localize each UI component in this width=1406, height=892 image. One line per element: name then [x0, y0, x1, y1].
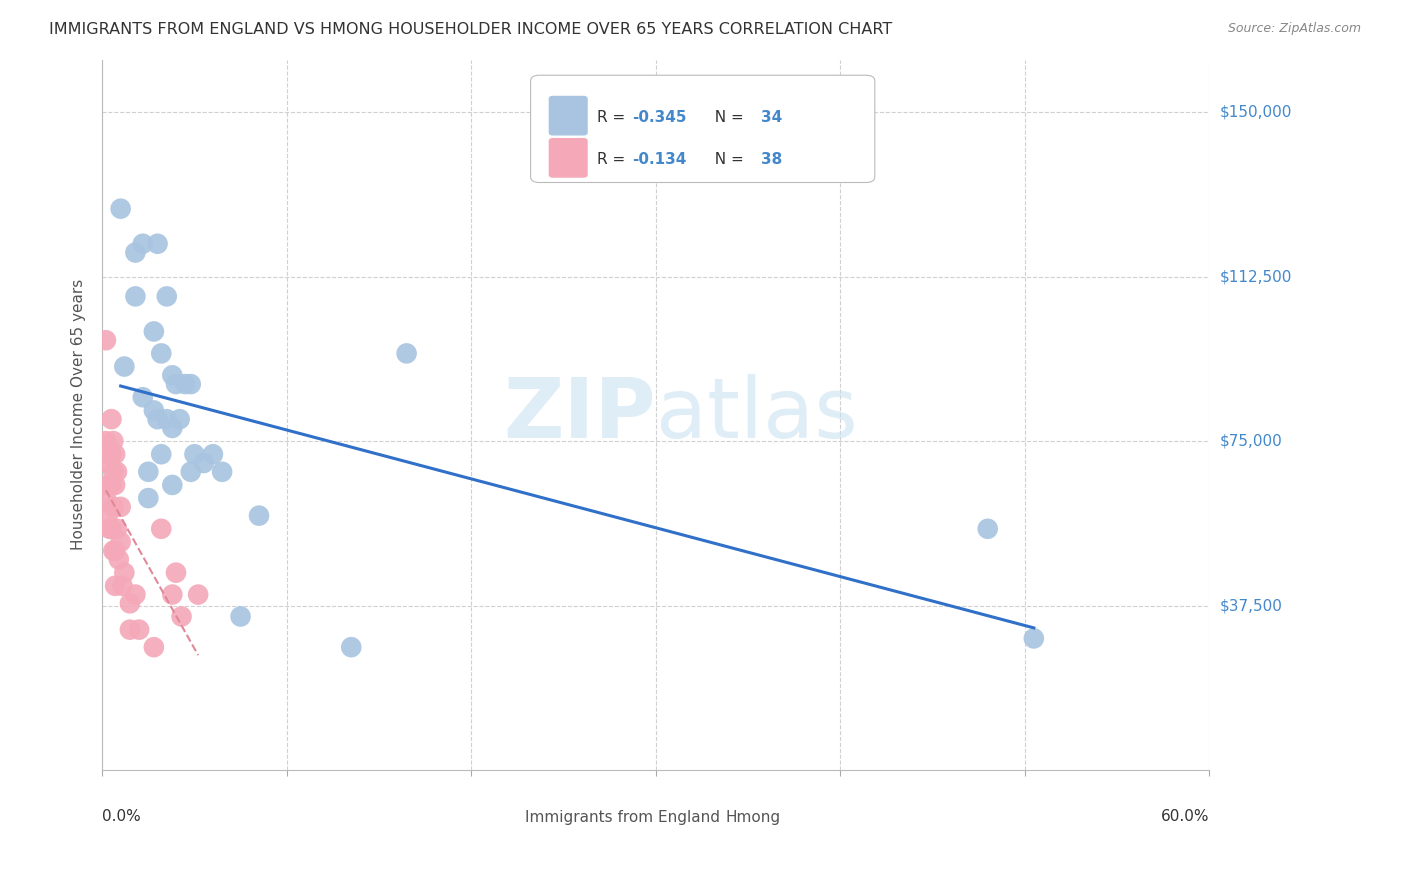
Point: [162, 588, 184, 602]
Point: [187, 588, 209, 602]
Point: [142, 640, 165, 655]
Point: [183, 447, 205, 461]
Text: 0.0%: 0.0%: [103, 809, 141, 824]
Point: [229, 609, 252, 624]
Text: IMMIGRANTS FROM ENGLAND VS HMONG HOUSEHOLDER INCOME OVER 65 YEARS CORRELATION CH: IMMIGRANTS FROM ENGLAND VS HMONG HOUSEHO…: [49, 22, 893, 37]
Point: [124, 245, 146, 260]
Text: $150,000: $150,000: [1220, 104, 1292, 120]
Point: [100, 478, 122, 492]
FancyBboxPatch shape: [550, 96, 588, 135]
Point: [104, 447, 127, 461]
Text: -0.345: -0.345: [633, 110, 688, 125]
Point: [105, 522, 128, 536]
Point: [112, 359, 135, 374]
Point: [100, 522, 122, 536]
Point: [103, 543, 125, 558]
Point: [165, 566, 187, 580]
Point: [180, 465, 202, 479]
Text: 34: 34: [761, 110, 782, 125]
FancyBboxPatch shape: [492, 804, 523, 831]
Point: [132, 236, 155, 251]
Point: [104, 579, 127, 593]
Point: [247, 508, 270, 523]
Point: [94, 333, 117, 347]
Point: [128, 623, 150, 637]
Point: [103, 434, 125, 448]
Point: [142, 325, 165, 339]
Point: [170, 609, 193, 624]
Point: [103, 465, 125, 479]
Text: $112,500: $112,500: [1220, 269, 1292, 285]
Point: [162, 368, 184, 383]
Point: [395, 346, 418, 360]
Point: [100, 447, 122, 461]
Point: [142, 403, 165, 417]
Point: [340, 640, 363, 655]
Point: [150, 522, 173, 536]
Point: [136, 465, 159, 479]
Text: Source: ZipAtlas.com: Source: ZipAtlas.com: [1227, 22, 1361, 36]
Point: [105, 465, 128, 479]
Point: [124, 588, 146, 602]
Text: R =: R =: [598, 110, 630, 125]
Point: [108, 552, 131, 566]
Point: [165, 377, 187, 392]
Point: [110, 500, 132, 514]
Point: [111, 579, 134, 593]
Point: [118, 623, 141, 637]
Point: [94, 491, 117, 505]
Point: [169, 412, 191, 426]
Point: [180, 377, 202, 392]
Point: [94, 434, 117, 448]
Point: [156, 412, 179, 426]
Point: [97, 478, 120, 492]
Point: [110, 202, 132, 216]
Point: [156, 289, 179, 303]
Text: 38: 38: [761, 152, 782, 167]
Point: [162, 421, 184, 435]
Point: [146, 412, 169, 426]
Text: N =: N =: [706, 152, 749, 167]
Point: [100, 412, 122, 426]
Point: [118, 596, 141, 610]
Point: [97, 508, 120, 523]
Point: [110, 535, 132, 549]
FancyBboxPatch shape: [550, 138, 588, 177]
Point: [98, 478, 121, 492]
Point: [98, 447, 121, 461]
Text: Immigrants from England: Immigrants from England: [524, 810, 720, 825]
Point: [174, 377, 197, 392]
Text: atlas: atlas: [655, 375, 858, 455]
Point: [103, 500, 125, 514]
Point: [98, 522, 121, 536]
Point: [211, 465, 233, 479]
Point: [104, 543, 127, 558]
Point: [150, 447, 173, 461]
Point: [124, 289, 146, 303]
Point: [977, 522, 1000, 536]
Point: [193, 456, 215, 470]
Text: $37,500: $37,500: [1220, 598, 1284, 613]
Text: ZIP: ZIP: [503, 375, 655, 455]
FancyBboxPatch shape: [530, 75, 875, 183]
Point: [97, 456, 120, 470]
Point: [162, 478, 184, 492]
Text: Hmong: Hmong: [725, 810, 780, 825]
FancyBboxPatch shape: [692, 804, 723, 831]
Text: $75,000: $75,000: [1220, 434, 1282, 449]
Point: [1022, 632, 1045, 646]
Text: -0.134: -0.134: [633, 152, 686, 167]
Y-axis label: Householder Income Over 65 years: Householder Income Over 65 years: [72, 279, 86, 550]
Point: [146, 236, 169, 251]
Point: [104, 478, 127, 492]
Point: [112, 566, 135, 580]
Point: [132, 390, 155, 404]
Point: [201, 447, 224, 461]
Text: 60.0%: 60.0%: [1160, 809, 1209, 824]
Text: R =: R =: [598, 152, 630, 167]
Point: [150, 346, 173, 360]
Point: [136, 491, 159, 505]
Text: N =: N =: [706, 110, 749, 125]
